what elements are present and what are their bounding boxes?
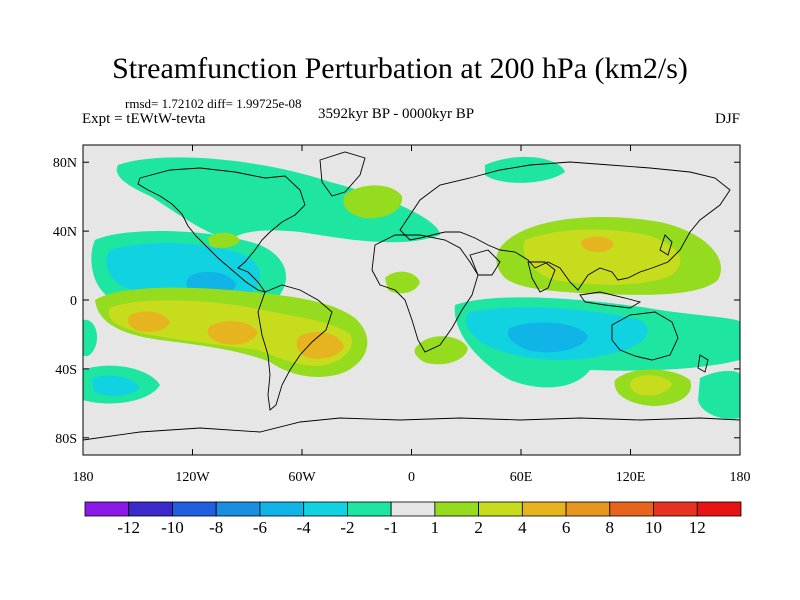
field-south-indian-ocean-core <box>508 322 588 353</box>
colorbar-swatch <box>84 501 130 517</box>
colorbar-swatch <box>696 501 742 517</box>
colorbar-swatch <box>128 501 173 517</box>
colorbar-swatch <box>521 501 567 517</box>
colorbar-level-label: 10 <box>645 518 662 537</box>
field-south-pacific-west <box>83 319 98 357</box>
colorbar-swatch <box>653 501 698 517</box>
coastline-australia <box>611 311 679 361</box>
colorbar-swatch <box>565 501 611 517</box>
lat-tick-label: 40N <box>53 225 77 240</box>
colorbar-swatch <box>259 501 305 517</box>
colorbar-level-label: -6 <box>253 518 267 537</box>
lon-tick-label: 180 <box>73 470 94 485</box>
colorbar: -12 -10 -8 -6 -4 -2 -1 1 2 4 6 8 10 12 <box>84 501 742 537</box>
latitude-axis: 80N 40N 0 40S 80S <box>53 156 740 447</box>
experiment-label: Expt = tEWtW-tevta <box>82 111 206 127</box>
colorbar-swatch <box>215 501 261 517</box>
colorbar-level-label: 2 <box>474 518 483 537</box>
colorbar-swatch <box>172 501 217 517</box>
coastline-india <box>527 261 556 293</box>
field-north-atlantic-high <box>343 185 403 219</box>
coastline-arabia <box>469 249 501 276</box>
field-south-africa <box>414 336 468 365</box>
coastline-new-zealand <box>697 354 709 373</box>
colorbar-swatch <box>303 501 348 517</box>
coastline-japan <box>659 234 673 256</box>
period-label: 3592kyr BP - 0000kyr BP <box>318 106 475 122</box>
field-south-pacific-max-central <box>207 321 258 345</box>
colorbar-swatch <box>478 501 523 517</box>
lon-tick-label: 180 <box>730 470 751 485</box>
coastlines <box>83 151 740 441</box>
plot-title: Streamfunction Perturbation at 200 hPa (… <box>112 52 688 85</box>
coastline-north-america <box>137 167 306 293</box>
colorbar-swatch <box>609 501 654 517</box>
lon-tick-label: 120W <box>175 470 210 485</box>
coastline-indonesia <box>579 291 642 309</box>
colorbar-swatch <box>434 501 480 517</box>
colorbar-level-label: -1 <box>384 518 398 537</box>
lat-tick-label: 0 <box>70 294 77 309</box>
colorbar-swatch <box>390 501 436 517</box>
rmsd-diff-stats: rmsd= 1.72102 diff= 1.99725e-08 <box>125 96 302 111</box>
coastline-south-america <box>257 284 333 411</box>
coastline-antarctica <box>83 417 740 441</box>
coastline-eurasia <box>399 161 731 291</box>
colorbar-level-label: -2 <box>340 518 354 537</box>
lon-tick-label: 0 <box>408 470 415 485</box>
colorbar-level-label: 12 <box>689 518 706 537</box>
colorbar-level-label: 8 <box>606 518 615 537</box>
coastline-africa <box>371 234 479 353</box>
colorbar-level-label: 4 <box>518 518 527 537</box>
longitude-axis: 180 120W 60W 0 60E 120E 180 <box>73 145 751 485</box>
colorbar-level-label: -10 <box>161 518 184 537</box>
colorbar-swatch <box>346 501 392 517</box>
colorbar-level-label: 6 <box>562 518 571 537</box>
field-canada-small <box>208 232 240 248</box>
coastline-greenland <box>319 151 366 197</box>
lat-tick-label: 80N <box>53 156 77 171</box>
season-label: DJF <box>714 111 740 127</box>
field-north-atlantic-arctic-band <box>116 157 441 243</box>
field-south-pacific-max-west <box>128 311 170 332</box>
field-southern-ocean-east <box>698 370 740 419</box>
colorbar-level-label: -8 <box>209 518 223 537</box>
lon-tick-label: 60W <box>288 470 316 485</box>
field-tibet-maximum <box>581 236 614 252</box>
field-africa-small <box>385 271 420 294</box>
lat-tick-label: 40S <box>55 363 77 378</box>
colorbar-level-label: 1 <box>431 518 440 537</box>
field-south-pacific-low-core <box>92 375 140 397</box>
field-asia-inner <box>523 229 681 285</box>
colorbar-level-label: -12 <box>117 518 140 537</box>
anomaly-fields <box>83 156 740 419</box>
field-south-america-max <box>296 331 344 359</box>
colorbar-level-label: -4 <box>297 518 312 537</box>
field-southern-ocean-high-core <box>630 375 672 396</box>
lon-tick-label: 60E <box>510 470 533 485</box>
lat-tick-label: 80S <box>55 432 77 447</box>
lon-tick-label: 120E <box>616 470 646 485</box>
